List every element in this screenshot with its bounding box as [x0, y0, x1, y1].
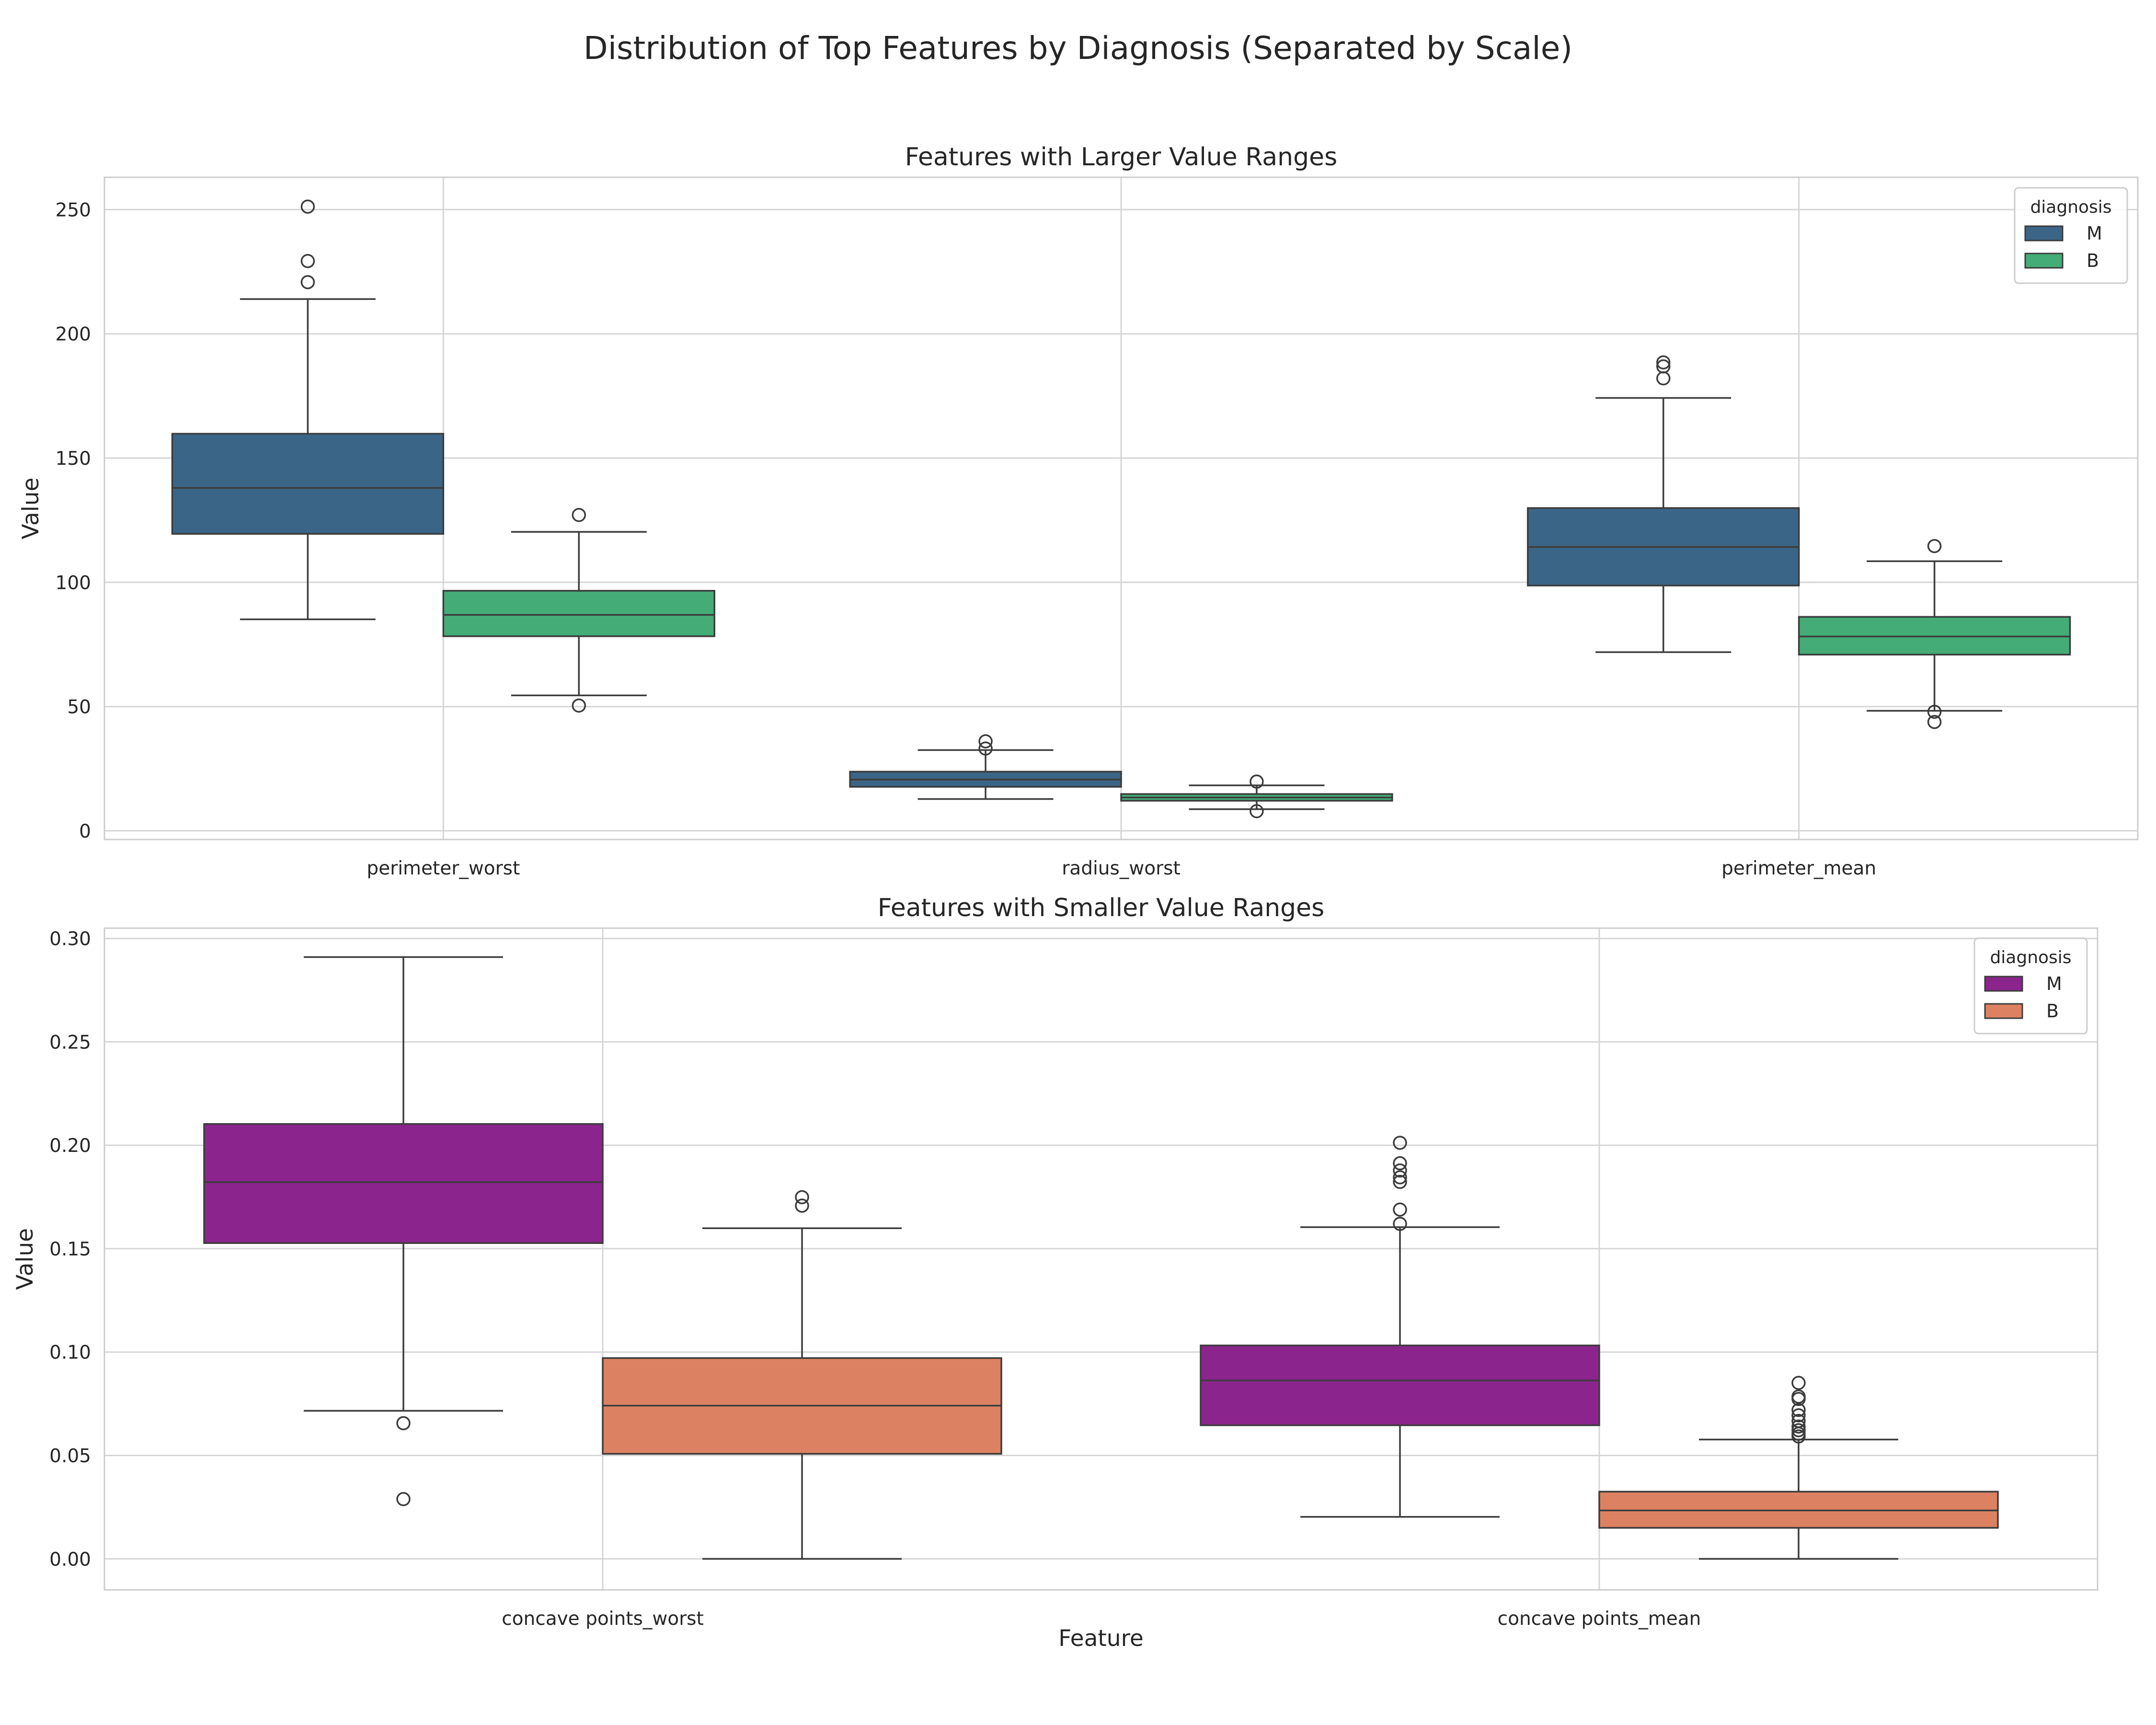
outlier-point: [1927, 539, 1942, 553]
y-tick-label: 150: [56, 448, 91, 470]
y-tick-label: 0.15: [49, 1239, 91, 1260]
legend-label-b: B: [2046, 1000, 2059, 1022]
box-perimeter-worst-b: [442, 507, 715, 713]
outlier-point: [1791, 1419, 1806, 1434]
y-tick-label: 100: [56, 572, 91, 594]
box-perimeter-mean-b: [1798, 539, 2071, 729]
outlier-point: [396, 1416, 411, 1430]
iqr-box: [442, 590, 715, 637]
x-tick-label: perimeter_mean: [1721, 858, 1876, 879]
box-concave-points-mean-b: [1598, 1376, 1999, 1560]
box-perimeter-worst-m: [171, 199, 445, 621]
outlier-point: [1791, 1429, 1806, 1444]
box-radius-worst-b: [1120, 774, 1393, 818]
legend-title: diagnosis: [2030, 197, 2111, 217]
outlier-point: [1791, 1392, 1806, 1406]
legend-swatch-b: [2024, 253, 2064, 269]
outlier-point: [1393, 1156, 1407, 1171]
outlier-point: [1393, 1170, 1407, 1184]
outlier-point: [978, 741, 993, 756]
iqr-box: [171, 433, 445, 535]
legend-label-m: M: [2046, 973, 2062, 994]
plot-frame: [103, 176, 2139, 840]
legend-label-m: M: [2087, 223, 2102, 244]
outlier-point: [396, 1492, 411, 1506]
outlier-point: [1250, 804, 1264, 818]
box-radius-worst-m: [849, 734, 1122, 800]
legend-swatch-m: [1984, 976, 2023, 992]
y-tick-label: 0.20: [49, 1135, 91, 1157]
panel-title: Features with Smaller Value Ranges: [878, 894, 1325, 922]
box-concave-points-mean-m: [1200, 1136, 1600, 1518]
iqr-box: [1200, 1345, 1600, 1426]
y-axis-label: Value: [12, 1228, 38, 1290]
legend-title: diagnosis: [1990, 948, 2071, 967]
y-tick-label: 50: [67, 697, 91, 718]
outlier-point: [1927, 704, 1942, 719]
plot-frame: [103, 927, 2099, 1591]
box-concave-points-worst-b: [602, 1190, 1002, 1560]
y-tick-label: 0.25: [49, 1032, 91, 1053]
outlier-point: [300, 199, 315, 214]
x-tick-label: concave points_worst: [502, 1608, 704, 1630]
panel-larger-ranges: 0 50 100 150 200 250 perimeter_worst radius_wor…: [18, 143, 2139, 879]
outlier-point: [1250, 774, 1264, 789]
outlier-point: [300, 275, 315, 289]
outlier-point: [572, 507, 586, 522]
box-concave-points-worst-m: [203, 956, 604, 1506]
y-tick-label: 0: [79, 821, 91, 842]
outlier-point: [1393, 1217, 1407, 1231]
outlier-point: [1393, 1202, 1407, 1217]
figure-title: Distribution of Top Features by Diagnosi…: [584, 30, 1572, 67]
y-tick-label: 200: [56, 324, 91, 345]
legend-swatch-m: [2024, 225, 2064, 242]
outlier-point: [1791, 1408, 1806, 1423]
outlier-point: [1393, 1163, 1407, 1178]
outlier-point: [1393, 1174, 1407, 1189]
outlier-point: [1393, 1136, 1407, 1150]
x-tick-label: radius_worst: [1062, 858, 1180, 879]
outlier-point: [1927, 714, 1942, 729]
y-tick-label: 0.00: [49, 1549, 91, 1570]
outlier-point: [795, 1190, 809, 1205]
legend: diagnosis MB: [1973, 937, 2088, 1035]
outlier-point: [795, 1198, 809, 1213]
outlier-point: [1791, 1423, 1806, 1438]
x-axis-label: Feature: [1058, 1625, 1144, 1652]
plot-area: [104, 928, 2098, 1590]
outlier-point: [1791, 1403, 1806, 1417]
panel-title: Features with Larger Value Ranges: [905, 143, 1337, 172]
legend-label-b: B: [2087, 250, 2099, 271]
y-tick-label: 250: [56, 199, 91, 221]
legend-swatch-b: [1984, 1003, 2023, 1019]
outlier-point: [300, 254, 315, 268]
x-tick-label: perimeter_worst: [367, 858, 520, 879]
x-tick-label: concave points_mean: [1498, 1608, 1701, 1630]
outlier-point: [1656, 371, 1671, 386]
panel-smaller-ranges: 0.00 0.05 0.10 0.15 0.20 0.25 0.30 concave poin…: [12, 894, 2099, 1652]
y-axis-label: Value: [18, 477, 44, 539]
outlier-point: [1656, 355, 1671, 370]
iqr-box: [203, 1123, 604, 1244]
outlier-point: [978, 734, 993, 748]
box-perimeter-mean-m: [1527, 355, 1800, 653]
legend: diagnosis MB: [2014, 187, 2128, 284]
y-tick-label: 0.30: [49, 929, 91, 950]
outlier-point: [572, 698, 586, 713]
outlier-point: [1791, 1376, 1806, 1390]
y-tick-label: 0.10: [49, 1342, 91, 1364]
y-tick-label: 0.05: [49, 1445, 91, 1467]
